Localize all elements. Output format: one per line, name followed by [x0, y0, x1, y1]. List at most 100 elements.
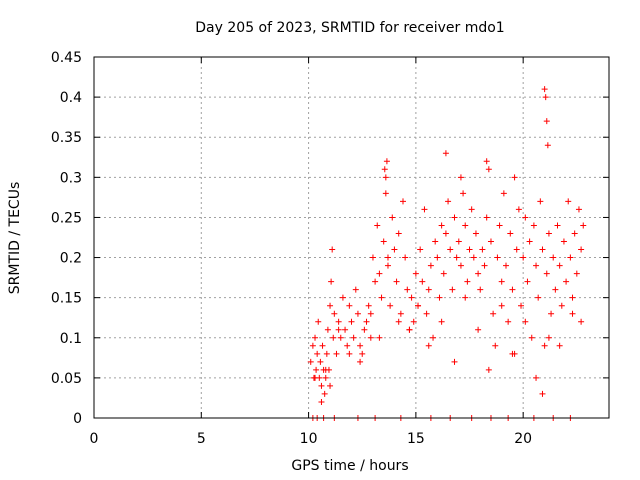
data-point: [442, 150, 449, 157]
data-point: [384, 262, 391, 269]
data-point: [323, 350, 330, 357]
data-point: [312, 334, 319, 341]
data-point: [367, 310, 374, 317]
x-tick-label: 5: [197, 431, 206, 447]
data-point: [333, 350, 340, 357]
data-point: [380, 238, 387, 245]
data-point: [342, 326, 349, 333]
data-point: [522, 318, 529, 325]
data-point: [324, 326, 331, 333]
data-point: [451, 214, 458, 221]
data-point: [318, 382, 325, 389]
data-point: [556, 342, 563, 349]
data-point: [520, 254, 527, 261]
data-point: [387, 302, 394, 309]
data-point: [462, 222, 469, 229]
data-point: [548, 310, 555, 317]
data-point: [544, 142, 551, 149]
data-point: [395, 318, 402, 325]
data-point: [550, 254, 557, 261]
data-point: [344, 342, 351, 349]
data-point: [462, 294, 469, 301]
data-point: [537, 198, 544, 205]
data-point: [357, 358, 364, 365]
data-point: [479, 246, 486, 253]
data-point: [530, 222, 537, 229]
data-point: [498, 302, 505, 309]
data-point: [509, 350, 516, 357]
data-point: [397, 310, 404, 317]
data-point: [378, 294, 385, 301]
data-point: [335, 326, 342, 333]
data-point: [522, 214, 529, 221]
y-tick-label: 0.2: [60, 251, 82, 267]
data-point: [382, 174, 389, 181]
data-point: [393, 278, 400, 285]
data-point: [558, 302, 565, 309]
data-point: [410, 318, 417, 325]
x-tick-label: 0: [90, 431, 99, 447]
data-point: [541, 342, 548, 349]
data-point: [569, 310, 576, 317]
data-point: [317, 358, 324, 365]
data-point: [389, 214, 396, 221]
data-point: [335, 318, 342, 325]
data-point: [430, 334, 437, 341]
y-tick-label: 0.15: [51, 291, 82, 307]
data-point: [483, 214, 490, 221]
data-point: [503, 262, 509, 269]
data-point: [381, 166, 388, 173]
data-point: [348, 318, 355, 325]
plot-frame: [93, 56, 610, 419]
y-tick-label: 0.45: [51, 50, 82, 66]
data-point: [533, 374, 540, 381]
x-tick-label: 10: [300, 431, 318, 447]
data-point: [313, 366, 320, 373]
data-point: [307, 358, 314, 365]
data-point: [423, 310, 430, 317]
data-point: [515, 206, 522, 213]
data-point: [442, 230, 449, 237]
data-point: [312, 374, 319, 381]
data-point: [565, 198, 572, 205]
data-point: [533, 262, 540, 269]
data-point: [451, 358, 458, 365]
data-point: [492, 342, 499, 349]
data-point: [528, 334, 535, 341]
data-point: [391, 246, 398, 253]
data-point: [518, 302, 525, 309]
data-point: [374, 222, 381, 229]
data-point: [318, 398, 325, 405]
data-point: [440, 270, 447, 277]
data-point: [361, 326, 368, 333]
data-point: [372, 278, 379, 285]
y-tick-label: 0.35: [51, 130, 82, 146]
data-point: [328, 278, 335, 285]
data-point: [337, 334, 344, 341]
data-point: [417, 246, 424, 253]
data-point: [470, 254, 477, 261]
data-point: [421, 206, 428, 213]
x-tick-label: 20: [514, 431, 532, 447]
data-point: [352, 286, 359, 293]
y-tick-label: 0.3: [60, 170, 82, 186]
data-point: [511, 174, 518, 181]
data-point: [507, 230, 514, 237]
data-point: [573, 270, 580, 277]
data-point: [483, 158, 490, 165]
data-point: [359, 350, 366, 357]
data-point: [383, 158, 390, 165]
data-point: [321, 390, 328, 397]
y-tick-label: 0.05: [51, 371, 82, 387]
data-point: [346, 302, 353, 309]
data-point: [436, 294, 443, 301]
data-point: [505, 318, 512, 325]
data-point: [404, 286, 411, 293]
data-point: [412, 270, 419, 277]
data-point: [309, 342, 316, 349]
data-point: [425, 342, 432, 349]
data-point: [466, 246, 473, 253]
data-point: [438, 222, 445, 229]
y-tick-labels: 0 0.05 0.1 0.15 0.2 0.25 0.3 0.35 0.4 0.45: [51, 50, 82, 427]
